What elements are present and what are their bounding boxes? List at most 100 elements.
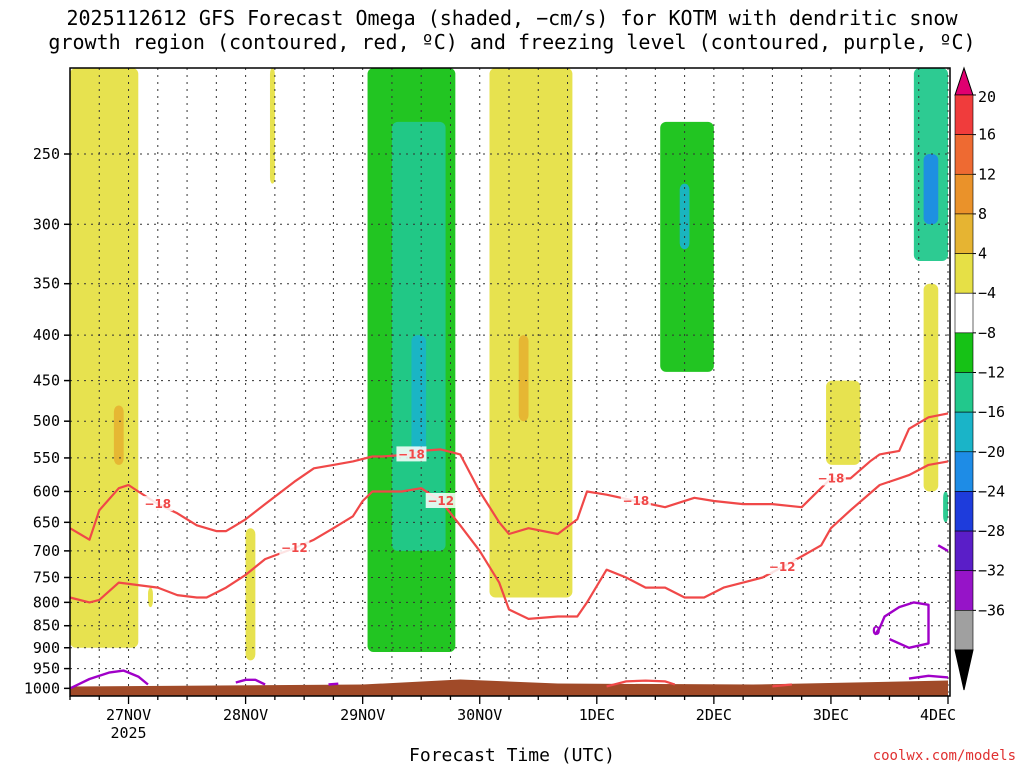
colorbar-label-9: −20 xyxy=(978,443,1005,461)
colorbar-label-2: 12 xyxy=(978,165,996,183)
ground-layer xyxy=(70,679,948,696)
contour-label-bg--12-1 xyxy=(425,492,456,508)
freezing-level-line-1 xyxy=(235,678,266,686)
x-tick-label-4: 1DEC xyxy=(579,706,615,724)
y-tick-label-450: 450 xyxy=(33,372,60,390)
omega-region-8 xyxy=(489,68,573,598)
colorbar-label-10: −24 xyxy=(978,482,1005,500)
freezing-level-line-5 xyxy=(908,674,949,680)
omega-shading-layer xyxy=(70,68,948,661)
y-tick-label-350: 350 xyxy=(33,275,60,293)
x-tick-sublabel-0: 2025 xyxy=(110,724,146,742)
colorbar-label-11: −28 xyxy=(978,522,1005,540)
contour-line-red-surface-0 xyxy=(606,679,676,688)
y-tick-label-650: 650 xyxy=(33,513,60,531)
y-tick-label-1000: 1000 xyxy=(24,679,60,697)
contour-label--18-1: −18 xyxy=(398,447,425,461)
contour-label--12-2: −12 xyxy=(769,560,796,574)
y-tick-label-300: 300 xyxy=(33,215,60,233)
colorbar-label-5: −4 xyxy=(978,284,996,302)
credit-text: coolwx.com/models xyxy=(872,748,1016,764)
colorbar-segment-10 xyxy=(954,491,974,532)
colorbar-segment-7 xyxy=(954,372,974,413)
plot-frame xyxy=(69,67,951,697)
colorbar-top-arrow xyxy=(954,66,974,96)
x-axis-label: Forecast Time (UTC) xyxy=(409,745,615,766)
colorbar-segment-12 xyxy=(954,570,974,611)
contour-label--18-3: −18 xyxy=(818,471,845,485)
colorbar-label-1: 16 xyxy=(978,126,996,144)
omega-region-12 xyxy=(826,380,861,465)
freezing-level-line-2 xyxy=(328,682,339,686)
y-tick-label-400: 400 xyxy=(33,326,60,344)
colorbar-segment-13 xyxy=(954,610,974,651)
x-tick-label-3: 30NOV xyxy=(457,706,502,724)
colorbar-label-3: 8 xyxy=(978,205,987,223)
colorbar-segment-2 xyxy=(954,173,974,215)
omega-region-14 xyxy=(923,154,939,225)
omega-region-16 xyxy=(943,491,948,523)
surface-terrain xyxy=(70,679,948,696)
y-tick-label-600: 600 xyxy=(33,482,60,500)
contour-label-bg--18-3 xyxy=(815,470,846,486)
contour-label--18-0: −18 xyxy=(144,497,171,511)
freezing-level-line-0 xyxy=(69,669,149,690)
contour-label-bg--12-2 xyxy=(767,559,798,575)
contour-layer: −18 −18 −18 −18 −12 −12 −12 0 xyxy=(69,412,949,690)
x-tick-label-5: 2DEC xyxy=(696,706,732,724)
colorbar: 20 16 12 8 4 −4 −8 −12 −16 −20 −24 −28 −32 −36 xyxy=(954,66,1005,691)
y-tick-label-700: 700 xyxy=(33,542,60,560)
y-tick-label-750: 750 xyxy=(33,568,60,586)
y-tick-label-950: 950 xyxy=(33,660,60,678)
colorbar-segment-4 xyxy=(954,253,974,294)
colorbar-label-8: −16 xyxy=(978,403,1005,421)
colorbar-segment-11 xyxy=(954,530,974,572)
omega-region-1 xyxy=(113,405,124,465)
chart-title: 2025112612 GFS Forecast Omega (shaded, −… xyxy=(0,6,1024,54)
y-tick-label-800: 800 xyxy=(33,593,60,611)
colorbar-segment-0 xyxy=(954,94,974,135)
contour-label--12-1: −12 xyxy=(427,494,454,508)
colorbar-bottom-arrow xyxy=(954,649,974,691)
colorbar-label-6: −8 xyxy=(978,324,996,342)
contour-label-bg--12-0 xyxy=(279,540,310,556)
contour-line--12 xyxy=(69,460,949,620)
contour-label--18-2: −18 xyxy=(622,494,649,508)
chart-title-line-2: growth region (contoured, red, ºC) and f… xyxy=(48,30,976,54)
contour-label-bg--18-0 xyxy=(142,496,173,512)
y-tick-label-550: 550 xyxy=(33,449,60,467)
contour-line-red-surface-1 xyxy=(772,683,793,688)
y-tick-label-900: 900 xyxy=(33,639,60,657)
x-tick-label-6: 3DEC xyxy=(813,706,849,724)
colorbar-segment-8 xyxy=(954,411,974,453)
x-tick-label-0: 27NOV xyxy=(106,706,151,724)
omega-region-4 xyxy=(269,68,275,184)
omega-region-2 xyxy=(148,587,153,608)
x-tick-label-2: 29NOV xyxy=(340,706,385,724)
colorbar-segment-9 xyxy=(954,451,974,492)
y-tick-label-500: 500 xyxy=(33,412,60,430)
x-tick-label-7: 4DEC xyxy=(920,706,956,724)
colorbar-label-4: 4 xyxy=(978,245,987,263)
y-tick-label-850: 850 xyxy=(33,617,60,635)
freezing-level-label: 0 xyxy=(872,624,880,638)
freezing-level-line-3 xyxy=(873,601,930,649)
y-axis: 250 300 350 400 450 500 550 600 650 700 750 800 850 9… xyxy=(24,145,70,697)
colorbar-segment-6 xyxy=(954,332,974,373)
colorbar-label-0: 20 xyxy=(978,88,996,106)
freezing-level-line-4 xyxy=(937,544,949,552)
x-tick-label-1: 28NOV xyxy=(223,706,268,724)
omega-region-0 xyxy=(70,68,139,648)
omega-region-15 xyxy=(923,283,939,492)
colorbar-segment-3 xyxy=(954,213,974,254)
omega-region-3 xyxy=(245,528,256,661)
contour-line--18 xyxy=(69,412,949,541)
omega-region-7 xyxy=(411,335,427,458)
contour-label-bg--18-1 xyxy=(396,446,427,462)
colorbar-label-7: −12 xyxy=(978,364,1005,382)
colorbar-label-12: −32 xyxy=(978,562,1005,580)
contour-label--12-0: −12 xyxy=(281,541,308,555)
colorbar-segment-5 xyxy=(954,292,974,334)
